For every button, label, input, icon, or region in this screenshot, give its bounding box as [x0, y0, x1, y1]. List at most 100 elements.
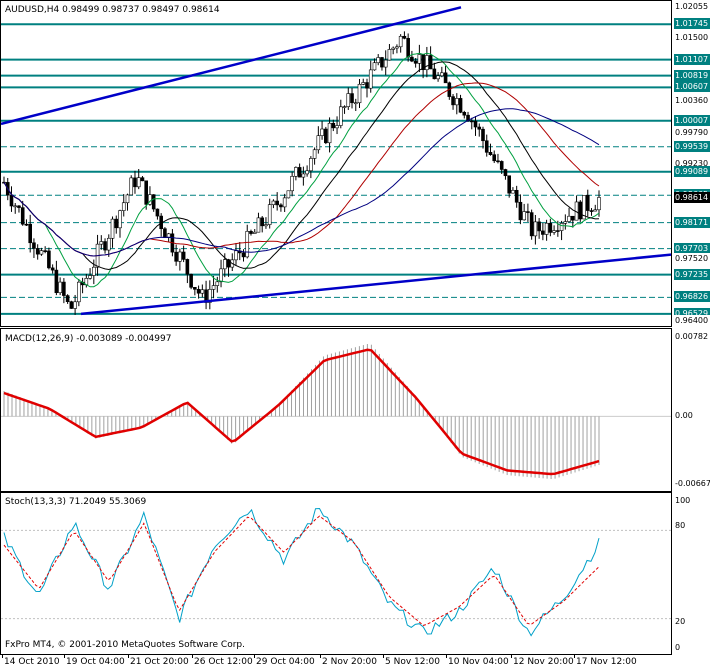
candle-body — [305, 170, 309, 175]
candle-body — [585, 195, 590, 211]
candle-body — [559, 222, 564, 231]
candle-body — [282, 197, 287, 208]
candle-body — [451, 96, 455, 106]
candle-body — [428, 55, 433, 70]
candle-body — [387, 49, 392, 61]
candle-body — [312, 149, 317, 159]
candle-body — [136, 177, 141, 188]
candle-body — [410, 56, 414, 62]
candle-body — [151, 194, 156, 210]
price-label: 0.96400 — [674, 315, 710, 326]
candle-body — [286, 190, 291, 199]
candle-body — [432, 68, 437, 80]
candle-body — [65, 295, 70, 302]
candle-body — [357, 83, 362, 104]
candle-body — [316, 135, 321, 151]
candle-body — [413, 60, 418, 64]
macd-header: MACD(12,26,9) -0.003089 -0.004997 — [5, 334, 172, 344]
time-label: 14 Oct 2010 — [4, 657, 60, 667]
stoch-signal-line — [3, 515, 600, 626]
price-label: 1.00360 — [674, 95, 710, 107]
candle-body — [260, 217, 265, 227]
candle-body — [514, 189, 519, 203]
candle-body — [552, 230, 556, 233]
candle-body — [129, 177, 134, 196]
candle-body — [436, 75, 440, 80]
candle-body — [548, 222, 553, 233]
candle-body — [473, 120, 478, 128]
candle-body — [567, 215, 571, 222]
candle-body — [24, 223, 29, 226]
lower-trend-line — [80, 253, 671, 316]
candle-body — [219, 268, 223, 283]
candle-body — [133, 177, 137, 188]
ma-navy — [3, 108, 600, 257]
candle-body — [99, 241, 104, 245]
time-tick — [383, 655, 384, 658]
candle-body — [267, 204, 272, 225]
candle-body — [69, 301, 74, 309]
time-tick — [320, 655, 321, 658]
candle-body — [28, 223, 32, 244]
candle-body — [556, 230, 560, 232]
candle-body — [50, 267, 55, 271]
candle-body — [477, 126, 482, 130]
candle-body — [118, 210, 122, 229]
candle-body — [593, 209, 598, 212]
candle-body — [211, 285, 216, 290]
price-label: 0.97520 — [674, 252, 710, 264]
candle-body — [140, 177, 145, 182]
candle-body — [372, 62, 377, 71]
price-label: 1.01500 — [674, 31, 710, 43]
candle-body — [503, 169, 508, 177]
candle-body — [92, 266, 96, 276]
candle-body — [196, 289, 201, 294]
candle-body — [290, 175, 294, 192]
macd-chart-svg — [1, 344, 671, 480]
time-tick — [64, 655, 65, 658]
candle-body — [383, 59, 388, 68]
candle-body — [484, 140, 489, 153]
candle-body — [35, 248, 40, 255]
candle-body — [350, 93, 354, 104]
candle-body — [17, 205, 21, 208]
candle-body — [39, 250, 44, 255]
macd-axis-label: 0.00782 — [674, 331, 710, 342]
candle-body — [541, 230, 545, 235]
candle-body — [106, 237, 111, 251]
macd-axis-label: -0.00667 — [674, 478, 710, 489]
candle-body — [121, 202, 126, 211]
candle-body — [529, 212, 534, 237]
price-label: 1.00007 — [674, 114, 710, 126]
stoch-main-line — [3, 507, 600, 637]
candle-body — [526, 211, 530, 213]
price-chart-pane[interactable]: AUDUSD,H4 0.98499 0.98737 0.98497 0.9861… — [0, 0, 672, 327]
stoch-pane[interactable]: Stoch(13,3,3) 71.2049 55.3069 FxPro MT4,… — [0, 492, 672, 655]
candle-body — [297, 167, 302, 178]
macd-pane[interactable]: MACD(12,26,9) -0.003089 -0.004997 — [0, 328, 672, 492]
price-chart-header: AUDUSD,H4 0.98499 0.98737 0.98497 0.9861… — [5, 5, 220, 15]
time-label: 10 Nov 04:00 — [448, 657, 509, 667]
candle-body — [181, 251, 186, 260]
candle-body — [511, 189, 515, 194]
time-tick — [574, 655, 575, 658]
time-label: 19 Oct 04:00 — [66, 657, 125, 667]
candle-body — [301, 173, 306, 178]
candle-body — [335, 125, 339, 129]
candle-body — [537, 221, 541, 232]
time-tick — [2, 655, 3, 658]
candle-body — [391, 47, 395, 50]
price-label: 0.96826 — [674, 291, 710, 303]
candle-body — [582, 195, 586, 220]
candle-body — [365, 82, 369, 89]
stoch-axis-label: 80 — [674, 520, 710, 531]
candle-body — [155, 208, 160, 217]
candle-body — [425, 55, 429, 71]
candle-body — [88, 275, 92, 279]
candle-body — [533, 221, 538, 237]
stoch-header: Stoch(13,3,3) 71.2049 55.3069 — [5, 497, 147, 507]
price-label: 0.96529 — [674, 307, 710, 319]
candle-body — [193, 287, 197, 290]
time-tick — [446, 655, 447, 658]
time-tick — [128, 655, 129, 658]
